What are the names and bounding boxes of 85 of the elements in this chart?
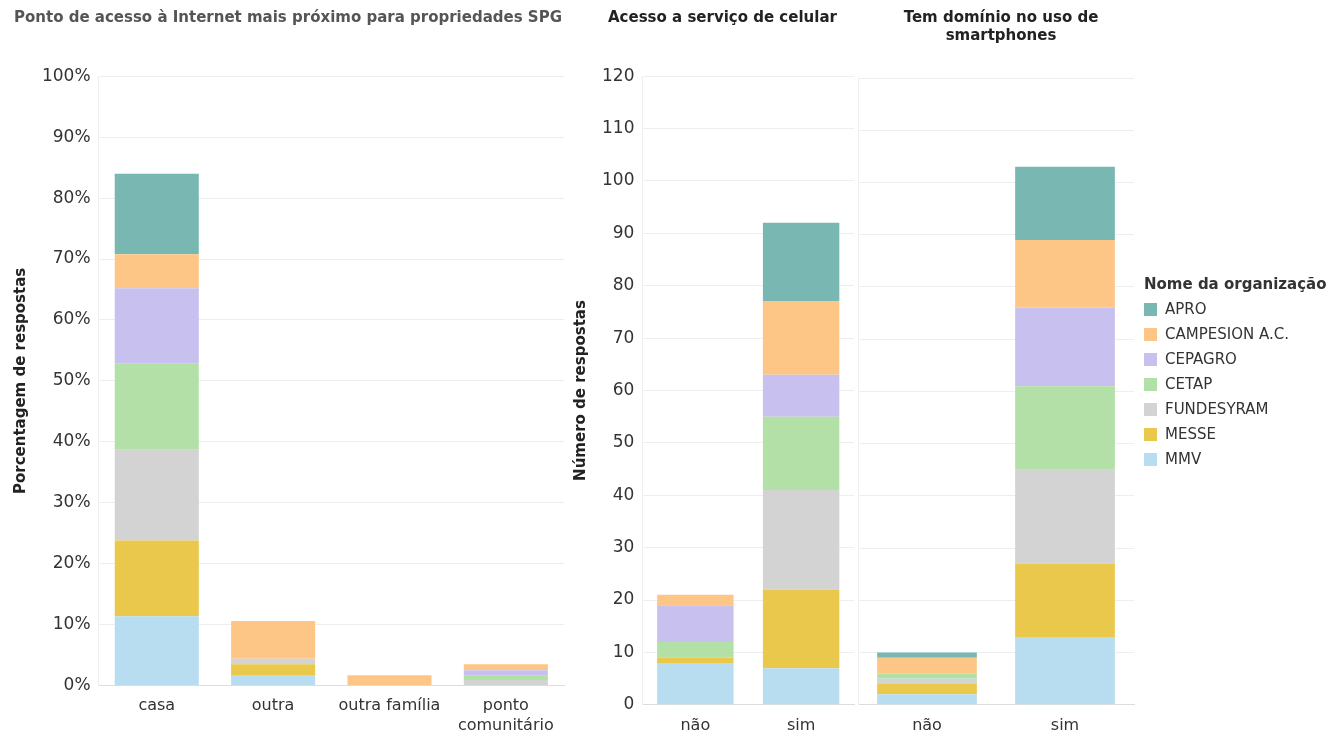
legend-label: CAMPESION A.C. bbox=[1165, 325, 1289, 343]
legend-label: MMV bbox=[1165, 450, 1202, 468]
bar bbox=[1015, 563, 1115, 637]
bar bbox=[762, 374, 840, 417]
bar bbox=[114, 254, 199, 289]
bar bbox=[114, 363, 199, 450]
bar bbox=[762, 589, 840, 669]
bar bbox=[762, 416, 840, 491]
legend-label: FUNDESYRAM bbox=[1165, 400, 1269, 418]
bar bbox=[877, 694, 977, 705]
y-axis-title: Número de respostas bbox=[570, 300, 589, 481]
x-tick-label: outra família bbox=[338, 695, 441, 715]
y-tick-label: 80 bbox=[612, 274, 635, 295]
bar bbox=[877, 673, 977, 679]
y-tick-label: 110 bbox=[601, 117, 635, 138]
bar bbox=[1015, 469, 1115, 564]
y-tick-label: 30 bbox=[612, 536, 635, 557]
y-tick-label: 70% bbox=[52, 247, 91, 268]
y-tick-label: 60 bbox=[612, 378, 635, 399]
y-axis-title: Porcentagem de respostas bbox=[10, 267, 29, 495]
bar bbox=[114, 288, 199, 364]
y-tick-label: 120 bbox=[601, 64, 635, 85]
bar bbox=[1015, 636, 1115, 705]
bar bbox=[877, 657, 977, 674]
bar bbox=[231, 658, 316, 665]
x-tick-label: não bbox=[680, 714, 711, 734]
legend-label: MESSE bbox=[1165, 425, 1216, 443]
bar bbox=[114, 449, 199, 541]
legend-title: Nome da organização bbox=[1144, 274, 1328, 293]
y-tick-label: 50 bbox=[612, 431, 635, 452]
bar bbox=[231, 675, 316, 686]
legend-label: CETAP bbox=[1165, 375, 1213, 393]
y-tick-label: 60% bbox=[52, 308, 91, 329]
y-tick-label: 30% bbox=[52, 491, 91, 512]
bar bbox=[347, 675, 432, 686]
bar bbox=[1015, 386, 1115, 470]
bar bbox=[877, 678, 977, 684]
bar bbox=[114, 540, 199, 617]
y-tick-label: 0 bbox=[623, 693, 635, 714]
x-tick-label: ponto comunitário bbox=[457, 695, 554, 734]
bar bbox=[231, 621, 316, 659]
y-tick-label: 80% bbox=[52, 186, 91, 207]
y-tick-label: 100% bbox=[41, 64, 91, 85]
bar bbox=[762, 668, 840, 705]
bar bbox=[657, 605, 734, 642]
y-tick-label: 40% bbox=[52, 430, 91, 451]
bar bbox=[657, 641, 734, 658]
bar bbox=[231, 664, 316, 676]
bar bbox=[1015, 166, 1115, 240]
bar bbox=[877, 652, 977, 658]
y-tick-label: 90 bbox=[612, 221, 635, 242]
y-tick-label: 10 bbox=[612, 640, 635, 661]
bar bbox=[657, 662, 734, 705]
y-tick-label: 70 bbox=[612, 326, 635, 347]
x-tick-label: outra bbox=[251, 695, 295, 715]
y-tick-label: 20% bbox=[52, 552, 91, 573]
y-tick-label: 100 bbox=[601, 169, 635, 190]
bar bbox=[657, 657, 734, 663]
chart-title: Tem domínio no uso de smartphones bbox=[902, 8, 1100, 46]
bar bbox=[762, 301, 840, 375]
bar bbox=[114, 173, 199, 255]
x-tick-label: sim bbox=[1050, 714, 1080, 734]
y-tick-label: 20 bbox=[612, 588, 635, 609]
bar bbox=[1015, 307, 1115, 387]
y-tick-label: 0% bbox=[63, 674, 91, 695]
bar bbox=[463, 664, 548, 671]
legend-label: CEPAGRO bbox=[1165, 350, 1237, 368]
bar bbox=[1015, 239, 1115, 308]
bar bbox=[762, 222, 840, 302]
y-tick-label: 10% bbox=[52, 613, 91, 634]
bar bbox=[762, 490, 840, 590]
chart-title: Ponto de acesso à Internet mais próximo para propriedades SPG bbox=[13, 8, 563, 28]
y-tick-label: 50% bbox=[52, 369, 91, 390]
x-tick-label: sim bbox=[786, 714, 816, 734]
bar bbox=[463, 675, 548, 681]
x-tick-label: não bbox=[912, 714, 942, 734]
bar bbox=[114, 616, 199, 686]
bar bbox=[657, 594, 734, 606]
legend-label: APRO bbox=[1165, 300, 1207, 318]
bar bbox=[877, 683, 977, 695]
y-tick-label: 40 bbox=[612, 483, 635, 504]
bar bbox=[463, 670, 548, 676]
y-tick-label: 90% bbox=[52, 125, 91, 146]
chart-title: Acesso a serviço de celular bbox=[607, 8, 838, 28]
x-tick-label: casa bbox=[138, 695, 176, 715]
